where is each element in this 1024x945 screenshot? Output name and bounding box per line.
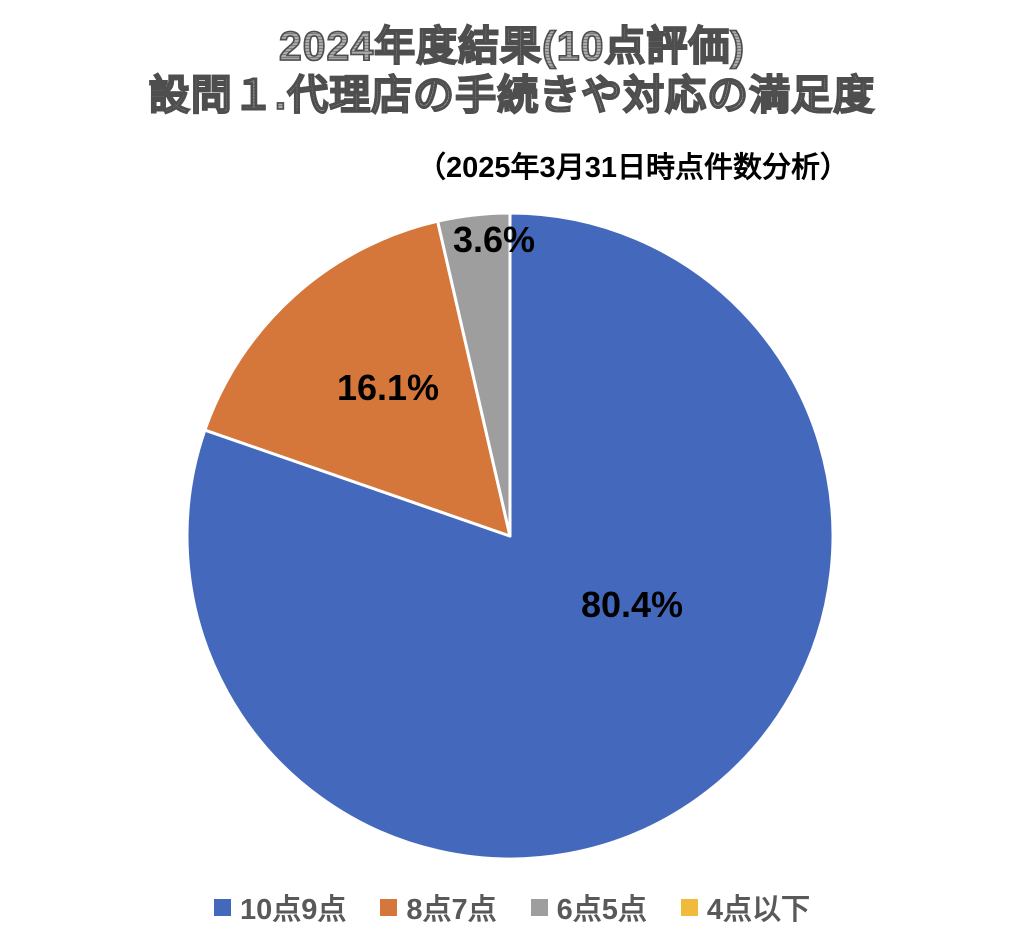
legend-swatch-8-7 — [380, 898, 398, 916]
legend-label-6-5: 6点5点 — [556, 894, 647, 926]
chart-title: 2024年度結果(10点評価) 設問１.代理店の手続きや対応の満足度 — [0, 22, 1024, 120]
chart-subtitle: （2025年3月31日時点件数分析） — [417, 152, 849, 184]
chart-title-line2: 設問１.代理店の手続きや対応の満足度 — [148, 71, 876, 119]
legend-item-10-9[interactable]: 10点9点 — [213, 886, 347, 928]
legend-label-4-under: 4点以下 — [706, 894, 811, 926]
pie-slice-2 — [436, 211, 512, 538]
pie-label-6-5: 3.6% — [452, 219, 536, 260]
legend-swatch-6-5 — [530, 898, 548, 916]
legend-label-8-7: 8点7点 — [406, 894, 497, 926]
chart-title-line1: 2024年度結果(10点評価) — [278, 22, 746, 70]
legend-item-4-under[interactable]: 4点以下 — [680, 886, 811, 928]
legend-item-6-5[interactable]: 6点5点 — [530, 886, 647, 928]
legend-item-8-7[interactable]: 8点7点 — [380, 886, 497, 928]
pie-slice-1 — [203, 219, 512, 538]
legend-swatch-10-9 — [213, 898, 231, 916]
chart-legend: 10点9点 8点7点 6点5点 4点以下 — [0, 886, 1024, 928]
legend-swatch-4-under — [680, 898, 698, 916]
pie-label-8-7: 16.1% — [336, 367, 440, 408]
pie-label-10-9: 80.4% — [580, 584, 684, 625]
legend-label-10-9: 10点9点 — [239, 894, 347, 926]
